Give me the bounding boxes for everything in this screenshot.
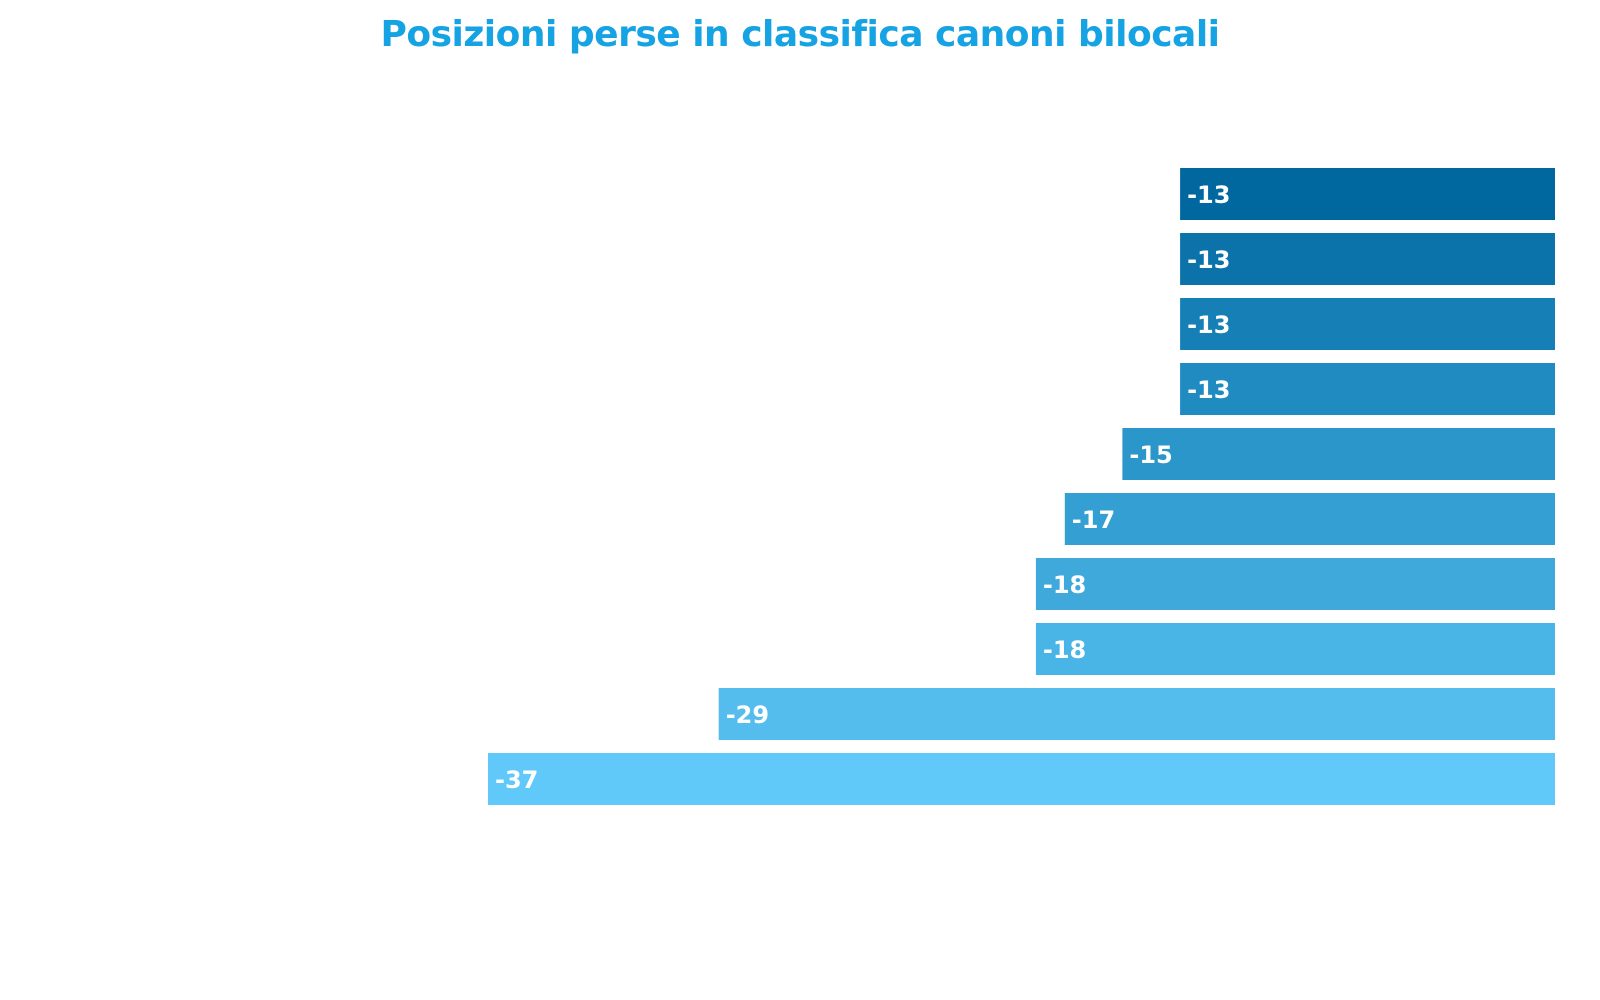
bar-6-value-label: -17 [1072, 506, 1115, 534]
bar-10 [488, 753, 1555, 805]
bar-8 [1035, 623, 1555, 675]
chart-title: Posizioni perse in classifica canoni bil… [380, 14, 1220, 55]
bar-7-value-label: -18 [1043, 571, 1086, 599]
bar-2-value-label: -13 [1187, 246, 1230, 274]
bar-9 [718, 688, 1555, 740]
bar-9-value-label: -29 [726, 701, 769, 729]
bar-1 [1180, 168, 1555, 220]
bar-8-value-label: -18 [1043, 636, 1086, 664]
bar-1-value-label: -13 [1187, 181, 1230, 209]
bar-2 [1180, 233, 1555, 285]
bar-5-value-label: -15 [1129, 441, 1172, 469]
bar-4-value-label: -13 [1187, 376, 1230, 404]
bar-3 [1180, 298, 1555, 350]
bar-7 [1035, 558, 1555, 610]
bar-3-value-label: -13 [1187, 311, 1230, 339]
bar-4 [1180, 363, 1555, 415]
bars-layer: -13 -13 -13 -13 -15 -17 -18 -18 -29 -37 [488, 168, 1555, 805]
bar-5 [1122, 428, 1555, 480]
bar-6 [1064, 493, 1555, 545]
bar-10-value-label: -37 [495, 766, 538, 794]
